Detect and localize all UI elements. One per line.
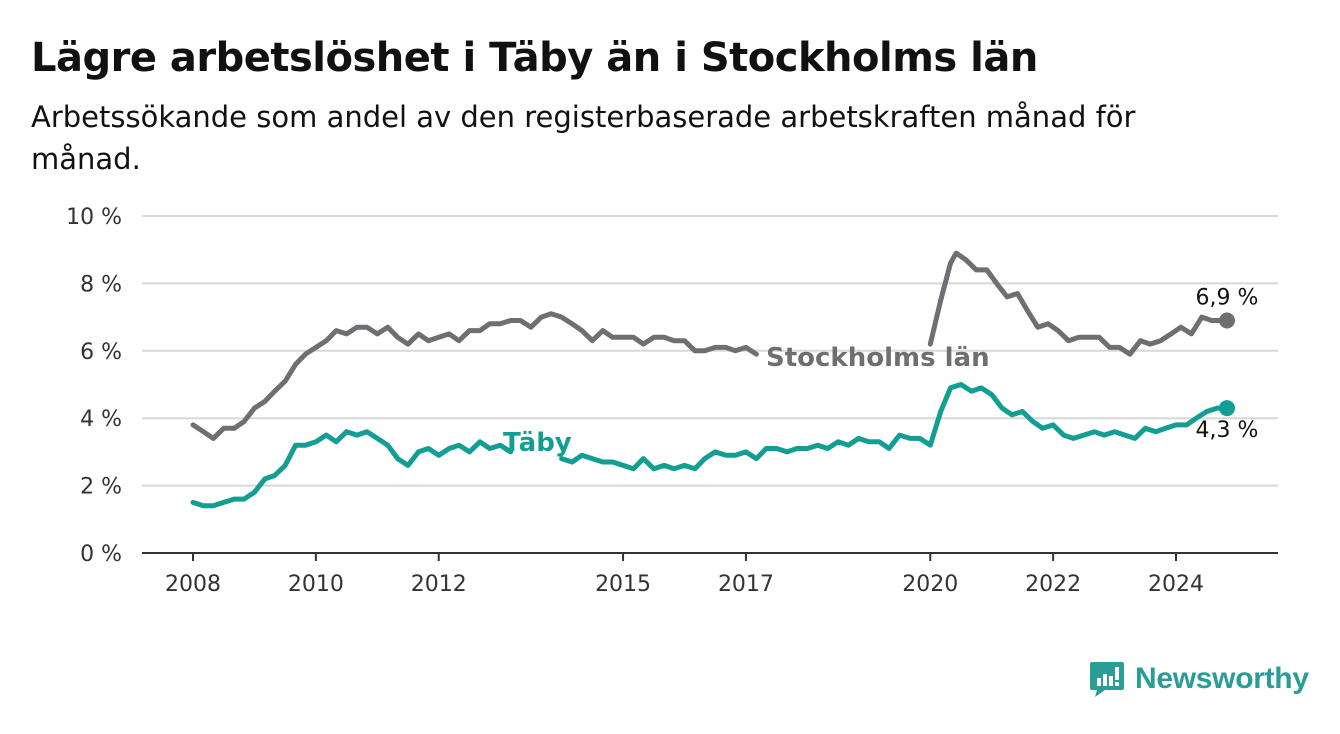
brand-logo[interactable]: Newsworthy (1089, 660, 1309, 698)
x-tick-label: 2017 (718, 572, 774, 597)
series-line-t-by-part2 (559, 382, 1230, 472)
x-tick-label: 2024 (1148, 572, 1204, 597)
series-lines (190, 250, 1235, 509)
end-point-t-by (1219, 400, 1235, 417)
y-tick-label: 0 % (80, 542, 122, 567)
end-point-stockholms-l-n (1219, 312, 1235, 329)
brand-name: Newsworthy (1135, 662, 1309, 695)
series-line-t-by-part1 (190, 429, 514, 509)
x-tick-label: 2010 (288, 572, 344, 597)
series-labels: Stockholms län Täby 6,9 % 4,3 % (503, 285, 1258, 458)
x-axis-ticks: 2008 2010 2012 2015 2017 2020 2022 2024 (165, 553, 1204, 597)
series-label-taby: Täby (503, 428, 572, 458)
y-tick-label: 6 % (80, 340, 122, 365)
x-tick-label: 2022 (1025, 572, 1081, 597)
series-line-stockholms-l-n-part1 (190, 311, 759, 441)
series-label-stockholms-lan: Stockholms län (766, 343, 990, 373)
y-tick-label: 2 % (80, 475, 122, 500)
end-label-taby: 4,3 % (1196, 418, 1259, 443)
line-chart: 0 % 2 % 4 % 6 % 8 % 10 % 2008 2010 2012 2015 2017… (66, 205, 1278, 597)
series-line-stockholms-l-n-part2 (927, 250, 1230, 357)
x-tick-label: 2020 (902, 572, 958, 597)
y-tick-label: 4 % (80, 407, 122, 432)
x-tick-label: 2008 (165, 572, 221, 597)
x-tick-label: 2015 (595, 572, 651, 597)
y-tick-label: 8 % (80, 272, 122, 297)
end-label-stockholms-lan: 6,9 % (1196, 285, 1259, 310)
x-tick-label: 2012 (411, 572, 467, 597)
chart-title: Lägre arbetslöshet i Täby än i Stockholm… (31, 35, 1038, 81)
y-axis-ticks: 0 % 2 % 4 % 6 % 8 % 10 % (66, 205, 122, 567)
gridlines (142, 215, 1278, 487)
newsworthy-logo-icon (1090, 662, 1124, 697)
chart-subtitle: Arbetssökande som andel av den registerb… (31, 100, 1136, 176)
y-tick-label: 10 % (66, 205, 122, 230)
